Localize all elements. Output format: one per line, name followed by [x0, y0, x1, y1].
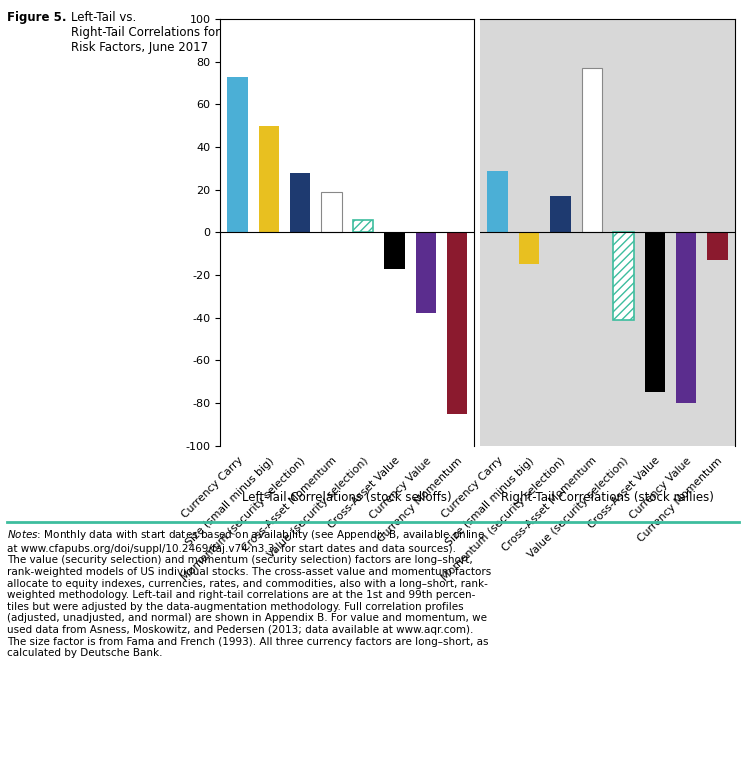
Bar	[487, 171, 508, 232]
Bar	[582, 68, 602, 232]
Text: Left-Tail Correlations (stock selloffs): Left-Tail Correlations (stock selloffs)	[242, 491, 452, 504]
Bar	[416, 232, 436, 313]
Bar	[447, 232, 468, 414]
Bar	[322, 192, 342, 232]
Bar	[384, 232, 404, 269]
Text: Left-Tail vs.
Right-Tail Correlations for
Risk Factors, June 2017: Left-Tail vs. Right-Tail Correlations fo…	[71, 11, 220, 54]
Bar	[551, 196, 571, 232]
Bar	[613, 232, 633, 320]
Bar	[707, 232, 728, 260]
Bar	[676, 232, 696, 403]
Text: $\it{Notes}$: Monthly data with start dates based on availability (see Appendix : $\it{Notes}$: Monthly data with start da…	[7, 528, 492, 658]
Bar	[290, 173, 310, 232]
Text: Right-Tail Correlations (stock rallies): Right-Tail Correlations (stock rallies)	[501, 491, 714, 504]
Text: Figure 5.: Figure 5.	[7, 11, 67, 24]
Bar	[519, 232, 539, 264]
Bar	[227, 77, 248, 232]
Bar	[353, 219, 373, 232]
Bar	[645, 232, 665, 392]
Bar	[259, 126, 279, 232]
